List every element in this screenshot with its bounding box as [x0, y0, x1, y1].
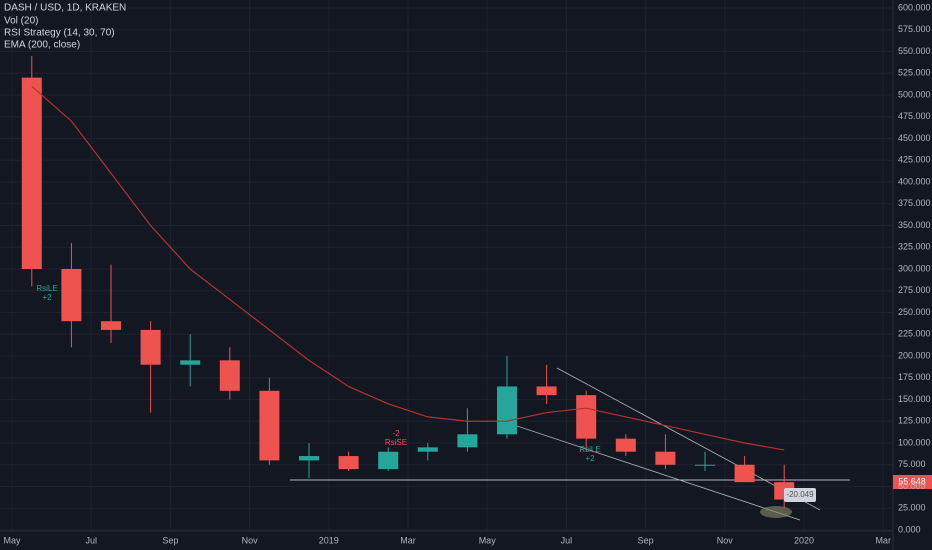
x-tick-label: Sep	[162, 535, 178, 545]
annotation: -20.049	[786, 490, 814, 499]
legend-line: RSI Strategy (14, 30, 70)	[4, 28, 115, 39]
x-tick-label: May	[3, 535, 21, 545]
annotation: RsiLE	[579, 445, 600, 454]
y-tick-label: 425.000	[898, 155, 931, 165]
annotation: +2	[585, 454, 595, 463]
candle-body	[417, 447, 438, 452]
x-tick-label: Nov	[717, 535, 734, 545]
candle-body	[21, 77, 42, 269]
chart-title: DASH / USD, 1D, KRAKEN	[4, 3, 126, 14]
y-tick-label: 250.000	[898, 307, 931, 317]
candle-body	[180, 360, 201, 365]
price-label-box	[893, 475, 932, 489]
y-tick-label: 450.000	[898, 133, 931, 143]
y-tick-label: 25.000	[898, 503, 926, 513]
y-tick-label: 475.000	[898, 111, 931, 121]
candle-body	[734, 464, 755, 483]
y-tick-label: 175.000	[898, 372, 931, 382]
y-tick-label: 550.000	[898, 46, 931, 56]
x-tick-label: Mar	[875, 535, 891, 545]
annotation: -2	[392, 429, 400, 438]
x-tick-label: 2019	[319, 535, 339, 545]
x-tick-label: Jul	[561, 535, 573, 545]
x-tick-label: Sep	[638, 535, 654, 545]
candle-body	[299, 456, 319, 461]
y-tick-label: 575.000	[898, 24, 931, 34]
candle-body	[338, 456, 359, 470]
candle-body	[219, 360, 240, 391]
candle-body	[536, 386, 557, 396]
y-tick-label: 225.000	[898, 329, 931, 339]
y-tick-label: 400.000	[898, 176, 931, 186]
y-tick-label: 100.000	[898, 437, 931, 447]
candle-body	[615, 438, 636, 452]
y-tick-label: 75.000	[898, 459, 926, 469]
y-tick-label: 0.000	[898, 524, 921, 534]
y-tick-label: 350.000	[898, 220, 931, 230]
legend-line: Vol (20)	[4, 16, 38, 27]
highlight	[760, 506, 792, 518]
y-tick-label: 525.000	[898, 68, 931, 78]
y-tick-label: 275.000	[898, 285, 931, 295]
x-tick-label: Mar	[400, 535, 416, 545]
annotation: RsiLE	[36, 284, 57, 293]
candle-body	[655, 451, 676, 465]
candle-body	[101, 321, 121, 330]
candle-body	[140, 329, 161, 365]
candle-body	[497, 386, 517, 435]
callout-box	[784, 488, 816, 502]
x-tick-label: 2020	[794, 535, 814, 545]
y-tick-label: 500.000	[898, 89, 931, 99]
x-tick-label: Nov	[242, 535, 259, 545]
price-label: 55.648	[898, 476, 926, 486]
candle-body	[576, 395, 597, 439]
candle-body	[695, 464, 715, 466]
legend-line: EMA (200, close)	[4, 40, 80, 51]
candle-body	[259, 390, 280, 461]
y-tick-label: 50.000	[898, 481, 926, 491]
x-tick-label: May	[479, 535, 497, 545]
y-tick-label: 300.000	[898, 263, 931, 273]
x-tick-label: Jul	[85, 535, 97, 545]
annotation: +2	[42, 293, 52, 302]
candle-body	[457, 434, 478, 448]
annotation: RsiSE	[385, 438, 407, 447]
y-tick-label: 200.000	[898, 350, 931, 360]
y-tick-label: 600.000	[898, 2, 931, 12]
candle-body	[378, 451, 399, 470]
y-tick-label: 325.000	[898, 242, 931, 252]
y-tick-label: 375.000	[898, 198, 931, 208]
trend-line	[504, 421, 801, 521]
y-tick-label: 150.000	[898, 394, 931, 404]
y-tick-label: 125.000	[898, 416, 931, 426]
candle-body	[61, 269, 82, 322]
ema-line	[31, 85, 785, 451]
